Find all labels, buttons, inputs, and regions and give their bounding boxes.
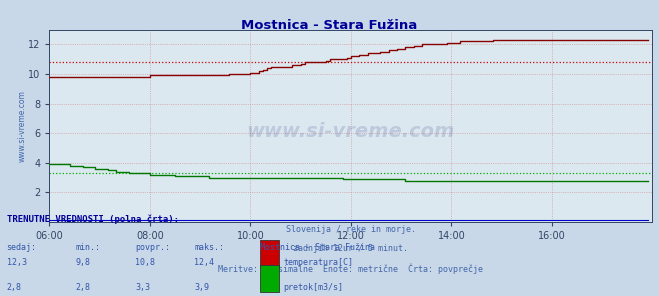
Text: 3,9: 3,9 bbox=[194, 283, 210, 292]
Text: 3,3: 3,3 bbox=[135, 283, 150, 292]
Text: TRENUTNE VREDNOSTI (polna črta):: TRENUTNE VREDNOSTI (polna črta): bbox=[7, 214, 179, 224]
Text: Meritve: maksimalne  Enote: metrične  Črta: povprečje: Meritve: maksimalne Enote: metrične Črta… bbox=[218, 263, 484, 274]
Text: temperatura[C]: temperatura[C] bbox=[283, 258, 353, 267]
Bar bbox=[260, 265, 279, 292]
Text: 9,8: 9,8 bbox=[76, 258, 91, 267]
Text: povpr.:: povpr.: bbox=[135, 243, 170, 252]
Text: sedaj:: sedaj: bbox=[7, 243, 37, 252]
Text: pretok[m3/s]: pretok[m3/s] bbox=[283, 283, 343, 292]
Text: Slovenija / reke in morje.: Slovenija / reke in morje. bbox=[286, 225, 416, 234]
Text: 12,3: 12,3 bbox=[7, 258, 26, 267]
Text: maks.:: maks.: bbox=[194, 243, 225, 252]
Text: 10,8: 10,8 bbox=[135, 258, 155, 267]
Text: 12,4: 12,4 bbox=[194, 258, 214, 267]
Text: min.:: min.: bbox=[76, 243, 101, 252]
Text: Mostnica - Stara Fužina: Mostnica - Stara Fužina bbox=[260, 243, 376, 252]
Text: www.si-vreme.com: www.si-vreme.com bbox=[246, 122, 455, 141]
Y-axis label: www.si-vreme.com: www.si-vreme.com bbox=[18, 90, 26, 162]
Text: 2,8: 2,8 bbox=[7, 283, 22, 292]
Text: zadnjih 12ur / 5 minut.: zadnjih 12ur / 5 minut. bbox=[293, 244, 409, 253]
Bar bbox=[260, 240, 279, 267]
Text: Mostnica - Stara Fužina: Mostnica - Stara Fužina bbox=[241, 19, 418, 32]
Text: 2,8: 2,8 bbox=[76, 283, 91, 292]
